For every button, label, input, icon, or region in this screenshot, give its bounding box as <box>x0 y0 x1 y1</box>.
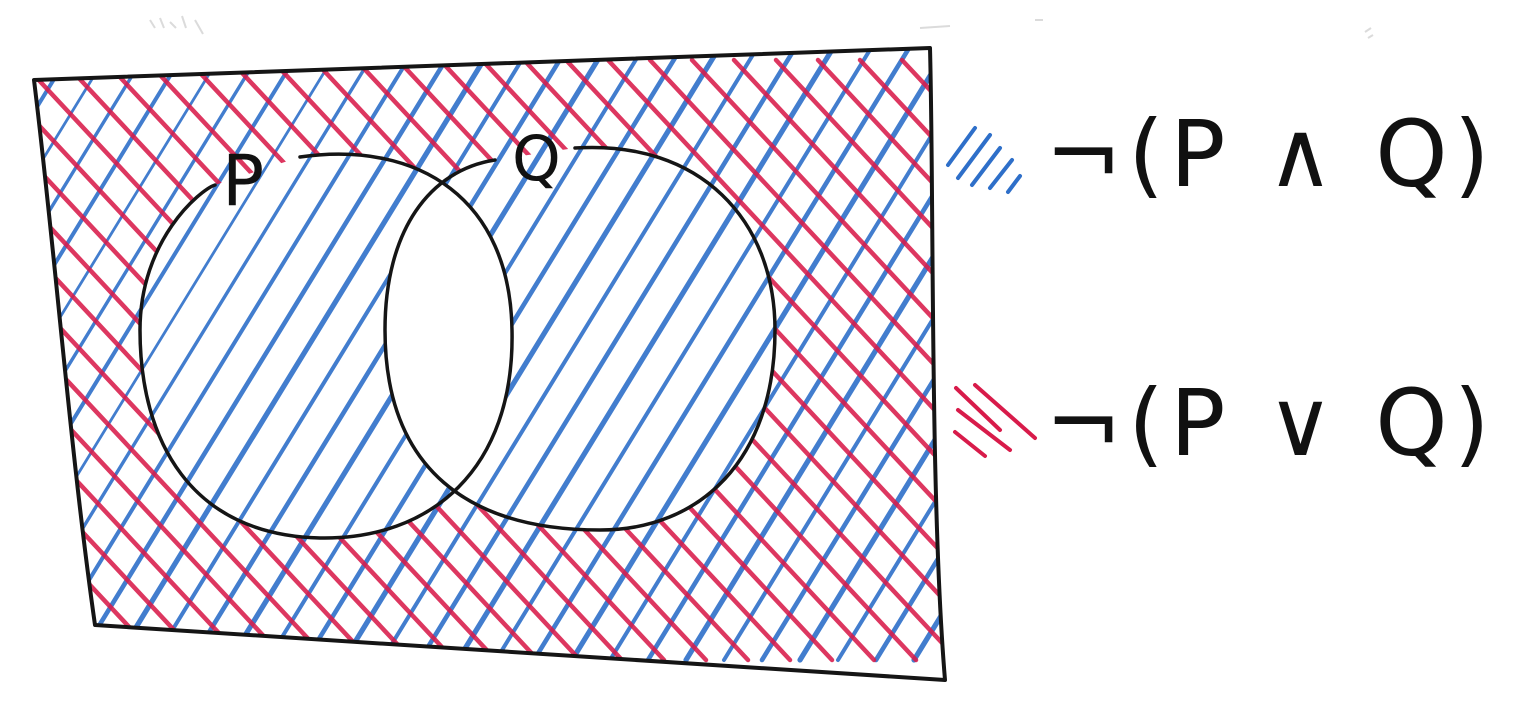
red-hatch-stroke <box>731 57 945 663</box>
legend-blue-formula: ¬(P ∧ Q) <box>1045 101 1496 208</box>
red-hatch-stroke <box>605 57 945 663</box>
set-p-circle <box>138 152 514 540</box>
red-hatch-stroke <box>773 57 945 663</box>
red-hatch-stroke <box>34 57 415 663</box>
blue-hatch-stroke <box>722 48 945 662</box>
blue-hatch-stroke <box>34 48 42 662</box>
red-hatch-stroke <box>34 57 163 663</box>
red-hatch-stroke <box>647 57 945 663</box>
set-p-label: P <box>222 140 264 222</box>
red-hatch-stroke <box>34 57 37 663</box>
red-hatch-stroke <box>689 57 945 663</box>
red-hatch-stroke <box>815 57 945 663</box>
red-hatch-stroke <box>34 57 289 663</box>
board-smudges <box>149 15 1374 39</box>
blue-hatch-stroke <box>34 48 118 662</box>
blue-hatch-stroke <box>380 48 764 662</box>
blue-hatch-stroke <box>455 48 841 663</box>
blue-hatch-stroke <box>608 48 945 662</box>
blue-hatch-stroke <box>34 48 156 662</box>
universe-rectangle <box>32 46 947 682</box>
blue-hatch-stroke <box>152 48 536 662</box>
legend-blue-swatch <box>946 126 1022 194</box>
set-q-circle <box>383 145 777 532</box>
blue-hatch-stroke <box>341 48 727 663</box>
blue-hatch-stroke <box>759 48 945 663</box>
blue-hatch-stroke <box>189 48 575 663</box>
legend-red-formula: ¬(P ∨ Q) <box>1045 370 1496 477</box>
blue-hatch-stroke <box>0 40 2 660</box>
blue-hatch-stroke <box>569 48 945 663</box>
red-hatch-stroke <box>34 57 373 663</box>
red-hatch-stroke <box>34 57 205 663</box>
red-hatch-stroke <box>34 57 247 663</box>
set-q-label: Q <box>512 122 561 195</box>
blue-hatch-stroke <box>34 48 308 662</box>
legend-red-swatch <box>953 383 1037 458</box>
blue-hatch-stroke <box>34 48 194 662</box>
blue-hatch-stroke <box>531 48 917 663</box>
blue-hatch-stroke <box>34 48 346 662</box>
intersection-unshaded-region <box>385 154 513 530</box>
